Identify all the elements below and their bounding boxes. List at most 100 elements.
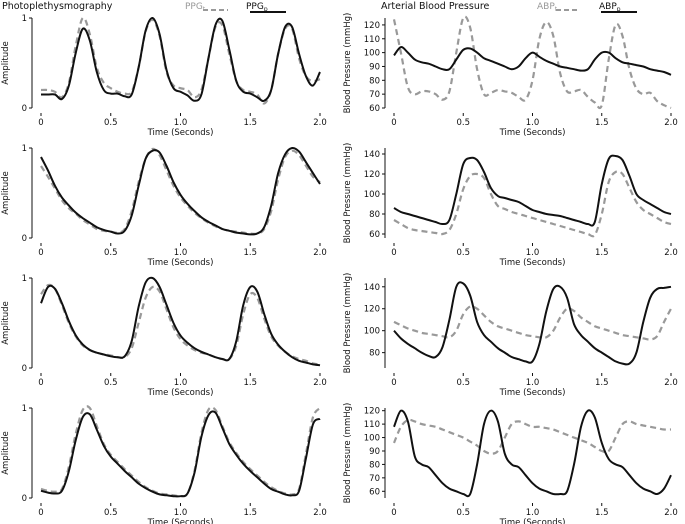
series-abp-p	[393, 281, 672, 366]
y-tick-label: 1	[22, 274, 27, 284]
series-ppg-p	[40, 276, 321, 367]
y-axis-label: Blood Pressure (mmHg)	[343, 13, 353, 114]
x-tick-label: 2.0	[664, 508, 678, 518]
x-tick-label: 0	[38, 508, 43, 518]
y-tick-label: 0	[22, 104, 27, 114]
x-tick-label: 0	[391, 118, 396, 128]
y-tick-label: 100	[364, 434, 380, 444]
left-panel-title: Photoplethysmography	[2, 1, 113, 12]
series-abp-t	[392, 15, 672, 110]
x-tick-label: 0.5	[104, 378, 118, 388]
legend-ppg-target-label: PPGt	[185, 2, 206, 13]
x-axis-label: Time (Seconds)	[147, 128, 214, 138]
series-abp-p	[393, 409, 672, 498]
y-tick-label: 100	[364, 49, 380, 59]
y-axis-label: Amplitude	[1, 41, 11, 85]
x-tick-label: 1.0	[174, 248, 188, 258]
x-tick-label: 1.0	[526, 378, 540, 388]
x-tick-label: 2.0	[313, 248, 327, 258]
series-ppg-p	[40, 410, 321, 498]
y-tick-label: 90	[369, 447, 380, 457]
x-tick-label: 2.0	[664, 118, 678, 128]
y-tick-label: 140	[364, 150, 380, 160]
x-tick-label: 2.0	[313, 508, 327, 518]
y-tick-label: 60	[369, 230, 380, 240]
y-tick-label: 110	[364, 35, 380, 45]
x-tick-label: 2.0	[664, 248, 678, 258]
series-ppg-p	[40, 16, 321, 103]
x-tick-label: 1.0	[526, 508, 540, 518]
x-tick-label: 0	[38, 248, 43, 258]
x-tick-label: 1.5	[595, 248, 609, 258]
series-ppg-p	[40, 146, 321, 236]
y-tick-label: 70	[369, 90, 380, 100]
x-tick-label: 1.5	[243, 118, 257, 128]
series-abp-p	[393, 154, 672, 227]
x-axis-label: Time (Seconds)	[499, 128, 566, 138]
right-panel-title: Arterial Blood Pressure	[381, 1, 490, 12]
x-tick-label: 1.5	[243, 248, 257, 258]
y-tick-label: 80	[369, 210, 380, 220]
x-tick-label: 0	[38, 378, 43, 388]
y-tick-label: 80	[369, 460, 380, 470]
x-tick-label: 1.0	[174, 118, 188, 128]
legend-abp-target-label: ABPt	[537, 2, 558, 13]
y-tick-label: 120	[364, 305, 380, 315]
y-tick-label: 0	[22, 494, 27, 504]
x-axis-label: Time (Seconds)	[499, 258, 566, 268]
x-tick-label: 0	[391, 508, 396, 518]
y-tick-label: 80	[369, 76, 380, 86]
chart-abp2: 60 80 100 120 140 0 0.5 1.0 1.5 2.0 Time (Seconds)…	[343, 143, 678, 268]
y-tick-label: 120	[364, 407, 380, 417]
y-tick-label: 1	[22, 14, 27, 24]
series-abp-t	[393, 305, 672, 341]
x-tick-label: 0.5	[104, 118, 118, 128]
y-tick-label: 100	[364, 190, 380, 200]
y-tick-label: 0	[22, 234, 27, 244]
chart-abp3: 80 100 120 140 0 0.5 1.0 1.5 2.0 Time (Seconds) Bl…	[343, 273, 678, 398]
series-ppg-t	[40, 147, 321, 236]
x-tick-label: 0.5	[104, 508, 118, 518]
y-tick-label: 90	[369, 62, 380, 72]
x-tick-label: 0.5	[104, 248, 118, 258]
x-tick-label: 2.0	[664, 378, 678, 388]
y-tick-label: 0	[22, 364, 27, 374]
x-tick-label: 1.5	[595, 508, 609, 518]
series-ppg-t	[40, 405, 321, 498]
legend-abp-predicted-label: ABPp	[599, 2, 621, 13]
y-axis-label: Amplitude	[1, 171, 11, 215]
y-tick-label: 70	[369, 474, 380, 484]
legend-abp-predicted-sub: p	[617, 6, 621, 13]
x-tick-label: 1.5	[243, 508, 257, 518]
x-tick-label: 0.5	[456, 508, 470, 518]
x-tick-label: 1.0	[526, 248, 540, 258]
figure-header: Photoplethysmography PPGt PPGp Arterial …	[2, 1, 637, 13]
x-tick-label: 0.5	[456, 378, 470, 388]
y-axis-label: Blood Pressure (mmHg)	[343, 273, 353, 374]
x-axis-label: Time (Seconds)	[499, 518, 566, 524]
x-tick-label: 1.5	[595, 118, 609, 128]
x-tick-label: 1.0	[174, 378, 188, 388]
series-ppg-t	[40, 16, 321, 105]
y-tick-label: 1	[22, 404, 27, 414]
x-tick-label: 2.0	[313, 378, 327, 388]
x-tick-label: 0	[38, 118, 43, 128]
legend-abp-target-name: ABP	[537, 2, 555, 12]
y-tick-label: 80	[369, 349, 380, 359]
x-tick-label: 1.0	[174, 508, 188, 518]
series-abp-t	[393, 170, 672, 238]
series-ppg-t	[40, 283, 321, 366]
chart-ppg1: 0 1 0 0.5 1.0 1.5 2.0 Time (Seconds) Amplitude	[1, 14, 327, 138]
chart-abp4: 60 70 80 90 100 110 120 0 0.5 1.0 1.5 2.0 Time (Seco…	[343, 403, 678, 524]
series-abp-p	[393, 46, 672, 76]
x-tick-label: 0.5	[456, 118, 470, 128]
y-axis-label: Blood Pressure (mmHg)	[343, 403, 353, 504]
x-tick-label: 1.0	[526, 118, 540, 128]
chart-abp1: 60 70 80 90 100 110 120 0 0.5 1.0 1.5 2.0 Time (Seco…	[343, 13, 678, 138]
y-tick-label: 120	[364, 170, 380, 180]
x-tick-label: 2.0	[313, 118, 327, 128]
chart-ppg4: 0 1 0 0.5 1.0 1.5 2.0 Time (Seconds) Amplitude	[1, 404, 327, 524]
y-tick-label: 60	[369, 104, 380, 114]
series-abp-t	[392, 418, 672, 455]
